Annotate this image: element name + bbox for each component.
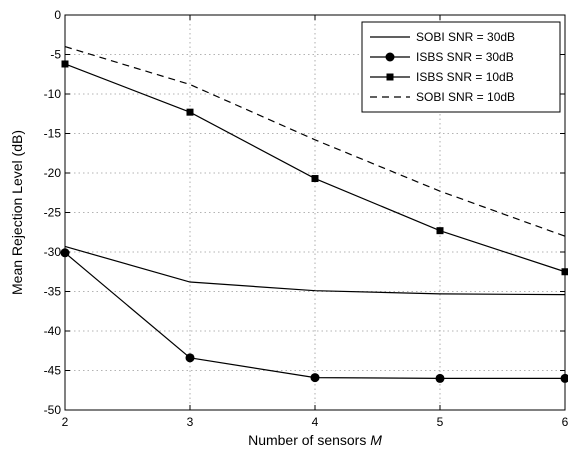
data-point bbox=[311, 175, 319, 183]
data-point bbox=[310, 373, 320, 383]
x-tick-label: 3 bbox=[187, 415, 194, 429]
y-tick-label: -5 bbox=[50, 48, 61, 62]
x-tick-label: 4 bbox=[312, 415, 319, 429]
data-point bbox=[185, 353, 195, 363]
y-tick-label: -30 bbox=[44, 245, 62, 259]
y-tick-label: -35 bbox=[44, 285, 62, 299]
legend-item: ISBS SNR = 30dB bbox=[370, 50, 514, 64]
legend-marker bbox=[385, 52, 395, 62]
y-tick-label: -10 bbox=[44, 87, 62, 101]
data-point bbox=[435, 373, 445, 383]
legend-label: SOBI SNR = 10dB bbox=[416, 90, 515, 104]
y-tick-label: -20 bbox=[44, 166, 62, 180]
x-tick-label: 6 bbox=[562, 415, 568, 429]
data-point bbox=[560, 373, 568, 383]
legend-item: ISBS SNR = 10dB bbox=[370, 70, 514, 84]
legend-marker bbox=[386, 73, 394, 81]
legend-label: ISBS SNR = 30dB bbox=[416, 50, 514, 64]
series-1 bbox=[64, 245, 566, 296]
y-tick-label: -25 bbox=[44, 206, 62, 220]
x-tick-label: 2 bbox=[62, 415, 69, 429]
data-point bbox=[186, 108, 194, 116]
y-tick-label: -15 bbox=[44, 127, 62, 141]
grid bbox=[65, 15, 565, 410]
y-axis-label: Mean Rejection Level (dB) bbox=[9, 130, 25, 295]
legend-item: SOBI SNR = 10dB bbox=[370, 90, 515, 104]
legend-item: SOBI SNR = 30dB bbox=[370, 30, 515, 44]
series-4 bbox=[64, 46, 566, 237]
y-tick-label: -40 bbox=[44, 324, 62, 338]
data-point bbox=[436, 227, 444, 235]
series-line bbox=[64, 245, 566, 296]
y-tick-label: -45 bbox=[44, 364, 62, 378]
series-line bbox=[64, 46, 566, 237]
x-tick-label: 5 bbox=[437, 415, 444, 429]
legend-label: ISBS SNR = 10dB bbox=[416, 70, 514, 84]
y-tick-label: 0 bbox=[54, 8, 61, 22]
axis-ticks: 0 -5 -10 -15 -20 -25 -30 -35 -40 -45 -502 3 4 5 6 bbox=[44, 8, 568, 429]
x-axis-label: Number of sensors M bbox=[248, 432, 382, 448]
legend: SOBI SNR = 30dB ISBS SNR = 30dB ISBS SNR =… bbox=[361, 21, 561, 113]
legend-label: SOBI SNR = 30dB bbox=[416, 30, 515, 44]
series-lines bbox=[60, 46, 568, 383]
y-tick-label: -50 bbox=[44, 403, 62, 417]
series-2 bbox=[60, 248, 568, 383]
